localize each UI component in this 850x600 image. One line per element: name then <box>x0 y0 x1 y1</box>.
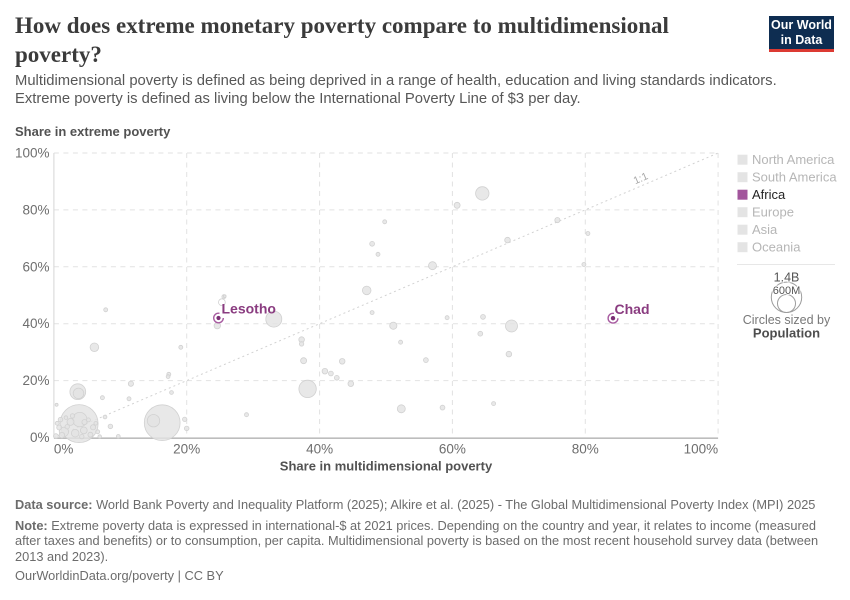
svg-text:1.4B: 1.4B <box>774 271 800 285</box>
svg-text:0%: 0% <box>30 430 50 445</box>
svg-text:100%: 100% <box>15 146 50 161</box>
svg-text:Population: Population <box>753 326 820 341</box>
svg-text:20%: 20% <box>173 442 200 457</box>
svg-text:80%: 80% <box>572 442 599 457</box>
svg-text:0%: 0% <box>54 442 74 457</box>
svg-text:80%: 80% <box>22 202 49 217</box>
svg-text:40%: 40% <box>306 442 333 457</box>
svg-text:Oceania: Oceania <box>752 240 801 255</box>
svg-text:Africa: Africa <box>752 187 786 202</box>
svg-text:60%: 60% <box>439 442 466 457</box>
svg-text:Europe: Europe <box>752 205 794 220</box>
svg-text:20%: 20% <box>22 373 49 388</box>
svg-text:Share in extreme poverty: Share in extreme poverty <box>15 124 171 139</box>
svg-text:60%: 60% <box>22 259 49 274</box>
svg-text:Lesotho: Lesotho <box>222 301 276 317</box>
svg-text:600M: 600M <box>773 285 801 297</box>
svg-text:100%: 100% <box>684 442 719 457</box>
svg-text:North America: North America <box>752 152 835 167</box>
svg-text:1:1: 1:1 <box>632 170 650 187</box>
svg-text:Share in multidimensional pove: Share in multidimensional poverty <box>280 459 493 474</box>
svg-text:Chad: Chad <box>615 301 650 317</box>
svg-text:Circles sized by: Circles sized by <box>743 313 831 327</box>
svg-text:40%: 40% <box>22 316 49 331</box>
svg-text:Asia: Asia <box>752 222 778 237</box>
svg-text:South America: South America <box>752 170 837 185</box>
